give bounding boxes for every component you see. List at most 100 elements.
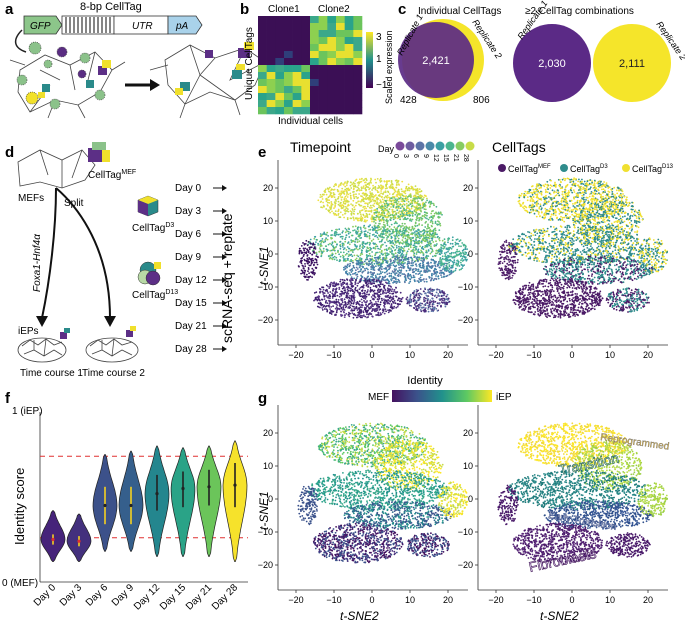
tsne-point bbox=[441, 295, 443, 297]
tsne-point bbox=[442, 302, 444, 304]
tsne-point bbox=[400, 270, 402, 272]
tsne-point bbox=[365, 296, 367, 298]
tsne-point bbox=[374, 200, 376, 202]
time-course-1: Time course 1 bbox=[20, 368, 83, 379]
tsne-point bbox=[353, 294, 355, 296]
tsne-point bbox=[368, 189, 370, 191]
tsne-point bbox=[387, 309, 389, 311]
tsne-point bbox=[301, 245, 303, 247]
tsne-point bbox=[353, 314, 355, 316]
tsne-point bbox=[374, 225, 376, 227]
tsne-point bbox=[565, 186, 567, 188]
heatmap-cell bbox=[293, 86, 302, 93]
tsne-point bbox=[387, 224, 389, 226]
tsne-point bbox=[366, 179, 368, 181]
heatmap-cell bbox=[284, 79, 293, 86]
heatmap-cell bbox=[327, 51, 336, 58]
heatmap-cell bbox=[258, 44, 267, 51]
tsne-point bbox=[432, 259, 434, 261]
tsne-point bbox=[359, 288, 361, 290]
tsne-point bbox=[401, 273, 403, 275]
tsne-point bbox=[322, 198, 324, 200]
heatmap-cell bbox=[345, 44, 354, 51]
tsne-point bbox=[377, 289, 379, 291]
tsne-point bbox=[415, 219, 417, 221]
heatmap-cell bbox=[353, 86, 362, 93]
tsne-point bbox=[435, 212, 437, 214]
tsne-point bbox=[340, 244, 342, 246]
tsne-point bbox=[352, 251, 354, 253]
tsne-point bbox=[393, 277, 395, 279]
tsne-point bbox=[386, 219, 388, 221]
tsne-point bbox=[368, 283, 370, 285]
tsne-point bbox=[381, 250, 383, 252]
heatmap-cell bbox=[275, 58, 284, 65]
tsne-point bbox=[369, 303, 371, 305]
tsne-point bbox=[367, 276, 369, 278]
tsne-point bbox=[448, 270, 450, 272]
tsne-point bbox=[443, 242, 445, 244]
tsne-point bbox=[442, 255, 444, 257]
tsne-point bbox=[460, 262, 462, 264]
tsne-point bbox=[322, 309, 324, 311]
tsne-point bbox=[346, 184, 348, 186]
tsne-point bbox=[323, 242, 325, 244]
tsne-point bbox=[352, 235, 354, 237]
tsne-point bbox=[424, 203, 426, 205]
tsne-point bbox=[361, 295, 363, 297]
tsne-point bbox=[418, 257, 420, 259]
tsne-point bbox=[375, 303, 377, 305]
heatmap-cell bbox=[275, 93, 284, 100]
tsne-point bbox=[413, 229, 415, 231]
day-item: Day 12 bbox=[175, 275, 207, 286]
tsne-point bbox=[410, 194, 412, 196]
tsne-point bbox=[383, 191, 385, 193]
tsne-point bbox=[388, 269, 390, 271]
tsne-point bbox=[433, 279, 435, 281]
tsne-point bbox=[350, 283, 352, 285]
tsne-point bbox=[341, 199, 343, 201]
tsne-point bbox=[374, 293, 376, 295]
tsne-point bbox=[334, 194, 336, 196]
tsne-point bbox=[344, 314, 346, 316]
tsne-point bbox=[391, 181, 393, 183]
tsne-point bbox=[540, 203, 542, 205]
tsne-point bbox=[394, 236, 396, 238]
tsne-point bbox=[400, 264, 402, 266]
tsne-point bbox=[367, 259, 369, 261]
tsne-point bbox=[331, 242, 333, 244]
tsne-point bbox=[333, 311, 335, 313]
tsne-point bbox=[371, 256, 373, 258]
tsne-point bbox=[388, 215, 390, 217]
tsne-point bbox=[386, 249, 388, 251]
tsne-point bbox=[338, 186, 340, 188]
tsne-point bbox=[342, 284, 344, 286]
tsne-point bbox=[358, 307, 360, 309]
tsne-point bbox=[339, 233, 341, 235]
tsne-point bbox=[342, 255, 344, 257]
tsne-point bbox=[377, 252, 379, 254]
tsne-point bbox=[301, 263, 303, 265]
tsne-point bbox=[350, 288, 352, 290]
tsne-point bbox=[395, 287, 397, 289]
tsne-point bbox=[415, 273, 417, 275]
tsne-point bbox=[402, 297, 404, 299]
tsne-point bbox=[380, 283, 382, 285]
heatmap-cell bbox=[319, 79, 328, 86]
tsne-point bbox=[381, 180, 383, 182]
tsne-point bbox=[340, 246, 342, 248]
tsne-point bbox=[359, 267, 361, 269]
tsne-point bbox=[378, 211, 380, 213]
tsne-point bbox=[353, 194, 355, 196]
tsne-point bbox=[420, 210, 422, 212]
tsne-point bbox=[383, 233, 385, 235]
tsne-point bbox=[420, 198, 422, 200]
tsne-point bbox=[399, 203, 401, 205]
heatmap-cell bbox=[275, 51, 284, 58]
tsne-point bbox=[381, 205, 383, 207]
tsne-point bbox=[319, 292, 321, 294]
tsne-point bbox=[455, 252, 457, 254]
tsne-point bbox=[345, 254, 347, 256]
tsne-point bbox=[410, 246, 412, 248]
tsne-point bbox=[390, 299, 392, 301]
